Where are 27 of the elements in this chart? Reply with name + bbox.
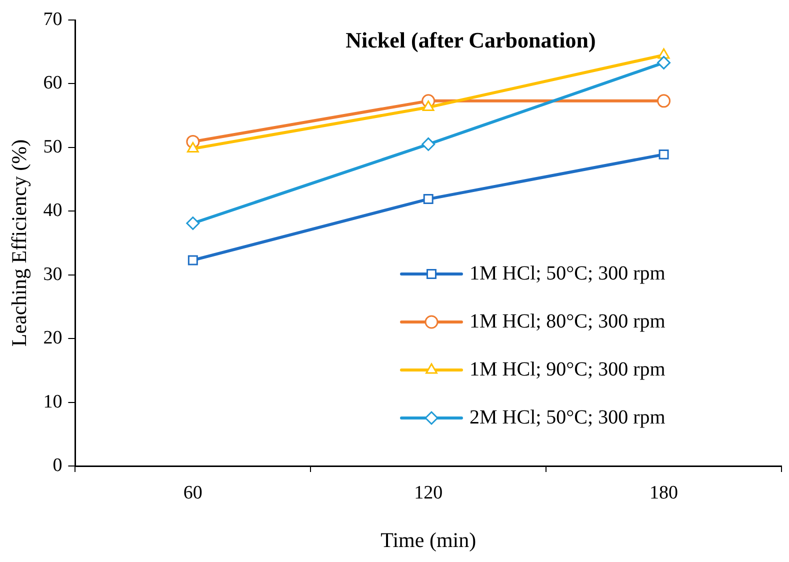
point	[188, 255, 198, 266]
chart-title: Nickel (after Carbonation)	[346, 28, 596, 53]
point	[186, 142, 199, 152]
y-tick-label: 0	[52, 454, 62, 476]
x-tick-label: 120	[414, 482, 443, 504]
y-tick-label: 30	[43, 264, 62, 285]
point	[186, 216, 200, 230]
y-tick-label: 20	[43, 328, 62, 349]
point	[422, 137, 436, 151]
x-tick-label: 60	[183, 482, 202, 504]
legend-label: 1M HCl; 50°C; 300 rpm	[470, 262, 666, 284]
point	[657, 56, 671, 70]
y-tick-label: 60	[43, 72, 62, 94]
y-axis-title: Leaching Efficiency (%)	[7, 139, 32, 347]
legend-label: 1M HCl; 80°C; 300 rpm	[470, 310, 666, 332]
point	[422, 100, 434, 112]
legend-label: 2M HCl; 50°C; 300 rpm	[470, 406, 666, 428]
y-tick-label: 50	[43, 136, 62, 158]
legend-label: 1M HCl; 90°C; 300 rpm	[470, 358, 666, 380]
y-tick-label: 40	[43, 200, 62, 222]
point	[423, 194, 434, 204]
point	[658, 149, 669, 160]
x-tick-label: 180	[650, 482, 678, 504]
x-axis-title: Time (min)	[380, 528, 476, 552]
y-tick-label: 70	[43, 8, 62, 30]
y-tick-label: 10	[43, 391, 62, 412]
point	[657, 94, 671, 108]
